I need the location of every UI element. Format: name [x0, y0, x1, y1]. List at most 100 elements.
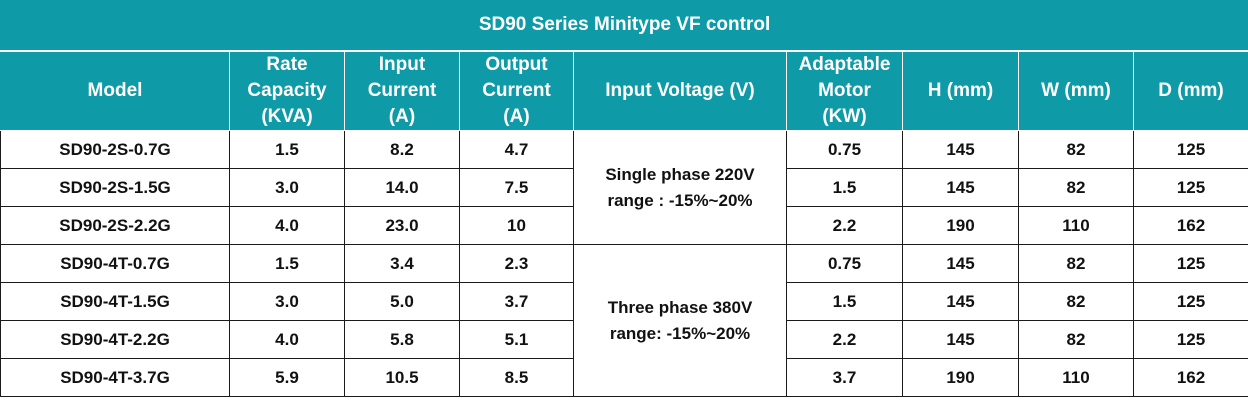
header-d: D (mm)	[1132, 50, 1248, 131]
table-row: SD90-4T-3.7G 5.9 10.5 8.5 3.7 190 110 16…	[0, 358, 1248, 397]
cell-w: 110	[1018, 206, 1134, 245]
cell-output-current: 4.7	[459, 130, 574, 169]
header-line: W (mm)	[1041, 79, 1111, 101]
header-w: W (mm)	[1018, 50, 1134, 131]
cell-h: 145	[902, 320, 1019, 359]
voltage-line: Single phase 220V	[605, 164, 755, 184]
table-body: SD90-2S-0.7G 1.5 8.2 4.7 Single phase 22…	[0, 130, 1248, 397]
cell-w: 82	[1018, 282, 1134, 321]
cell-d: 125	[1132, 130, 1248, 169]
cell-capacity: 5.9	[229, 358, 345, 397]
table-title: SD90 Series Minitype VF control	[0, 0, 1248, 52]
cell-model: SD90-4T-1.5G	[0, 282, 230, 321]
cell-model: SD90-4T-0.7G	[0, 244, 230, 283]
header-model: Model	[0, 50, 230, 131]
cell-d: 125	[1132, 244, 1248, 283]
header-output-current: Output Current (A)	[459, 50, 574, 131]
cell-input-voltage-three-phase: Three phase 380V range: -15%~20%	[573, 244, 787, 397]
header-adaptable-motor: Adaptable Motor (KW)	[786, 50, 903, 131]
header-h: H (mm)	[902, 50, 1019, 131]
cell-h: 190	[902, 206, 1019, 245]
cell-input-current: 5.0	[344, 282, 460, 321]
header-input-current: Input Current (A)	[344, 50, 460, 131]
header-line: D (mm)	[1158, 79, 1224, 101]
header-line: Rate	[266, 53, 308, 75]
cell-input-current: 3.4	[344, 244, 460, 283]
header-input-voltage: Input Voltage (V)	[573, 50, 787, 131]
table-row: SD90-2S-0.7G 1.5 8.2 4.7 Single phase 22…	[0, 130, 1248, 245]
voltage-line: range : -15%~20%	[607, 190, 753, 210]
cell-input-current: 23.0	[344, 206, 460, 245]
table-row: SD90-2S-1.5G 3.0 14.0 7.5 1.5 145 82 125	[0, 168, 1248, 207]
cell-d: 125	[1132, 282, 1248, 321]
cell-motor: 1.5	[786, 282, 903, 321]
voltage-line: Three phase 380V	[607, 297, 753, 317]
table-row: SD90-2S-2.2G 4.0 23.0 10 2.2 190 110 162	[0, 206, 1248, 245]
cell-motor: 0.75	[786, 130, 903, 169]
cell-input-current: 14.0	[344, 168, 460, 207]
cell-motor: 1.5	[786, 168, 903, 207]
cell-model: SD90-2S-0.7G	[0, 130, 230, 169]
cell-output-current: 10	[459, 206, 574, 245]
cell-input-voltage-single-phase: Single phase 220V range : -15%~20%	[573, 130, 787, 245]
cell-motor: 2.2	[786, 320, 903, 359]
cell-d: 162	[1132, 358, 1248, 397]
cell-w: 82	[1018, 320, 1134, 359]
cell-capacity: 3.0	[229, 282, 345, 321]
cell-capacity: 4.0	[229, 320, 345, 359]
cell-motor: 3.7	[786, 358, 903, 397]
cell-d: 162	[1132, 206, 1248, 245]
cell-capacity: 3.0	[229, 168, 345, 207]
cell-h: 145	[902, 282, 1019, 321]
cell-h: 190	[902, 358, 1019, 397]
cell-output-current: 5.1	[459, 320, 574, 359]
cell-output-current: 8.5	[459, 358, 574, 397]
column-header-row: Model Rate Capacity (KVA) Input Current …	[0, 50, 1248, 131]
table-row: SD90-4T-2.2G 4.0 5.8 5.1 2.2 145 82 125	[0, 320, 1248, 359]
cell-input-current: 5.8	[344, 320, 460, 359]
cell-output-current: 2.3	[459, 244, 574, 283]
cell-model: SD90-4T-3.7G	[0, 358, 230, 397]
cell-output-current: 3.7	[459, 282, 574, 321]
cell-motor: 0.75	[786, 244, 903, 283]
header-line: Current	[482, 79, 551, 101]
cell-d: 125	[1132, 320, 1248, 359]
cell-motor: 2.2	[786, 206, 903, 245]
header-rate-capacity: Rate Capacity (KVA)	[229, 50, 345, 131]
cell-h: 145	[902, 168, 1019, 207]
cell-model: SD90-2S-2.2G	[0, 206, 230, 245]
header-line: Output	[485, 53, 548, 75]
cell-output-current: 7.5	[459, 168, 574, 207]
cell-model: SD90-4T-2.2G	[0, 320, 230, 359]
cell-capacity: 4.0	[229, 206, 345, 245]
header-line: Current	[367, 79, 437, 101]
header-line: Input Voltage (V)	[605, 79, 755, 101]
header-line: (A)	[388, 105, 416, 127]
header-line: Capacity	[247, 79, 327, 101]
table-row: SD90-4T-1.5G 3.0 5.0 3.7 1.5 145 82 125	[0, 282, 1248, 321]
cell-capacity: 1.5	[229, 244, 345, 283]
cell-w: 82	[1018, 168, 1134, 207]
header-line: (KVA)	[261, 105, 313, 127]
cell-capacity: 1.5	[229, 130, 345, 169]
cell-h: 145	[902, 130, 1019, 169]
cell-model: SD90-2S-1.5G	[0, 168, 230, 207]
header-line: Adaptable	[798, 53, 891, 75]
header-line: (KW)	[822, 105, 867, 127]
cell-input-current: 10.5	[344, 358, 460, 397]
cell-w: 82	[1018, 244, 1134, 283]
voltage-line: range: -15%~20%	[609, 323, 751, 343]
cell-d: 125	[1132, 168, 1248, 207]
header-line: (A)	[503, 105, 530, 127]
header-line: H (mm)	[927, 79, 994, 101]
cell-w: 110	[1018, 358, 1134, 397]
header-line: Model	[87, 79, 143, 101]
header-line: Input	[378, 53, 426, 75]
header-line: Motor	[818, 79, 871, 101]
table-row: SD90-4T-0.7G 1.5 3.4 2.3 Three phase 380…	[0, 244, 1248, 397]
cell-w: 82	[1018, 130, 1134, 169]
cell-input-current: 8.2	[344, 130, 460, 169]
cell-h: 145	[902, 244, 1019, 283]
